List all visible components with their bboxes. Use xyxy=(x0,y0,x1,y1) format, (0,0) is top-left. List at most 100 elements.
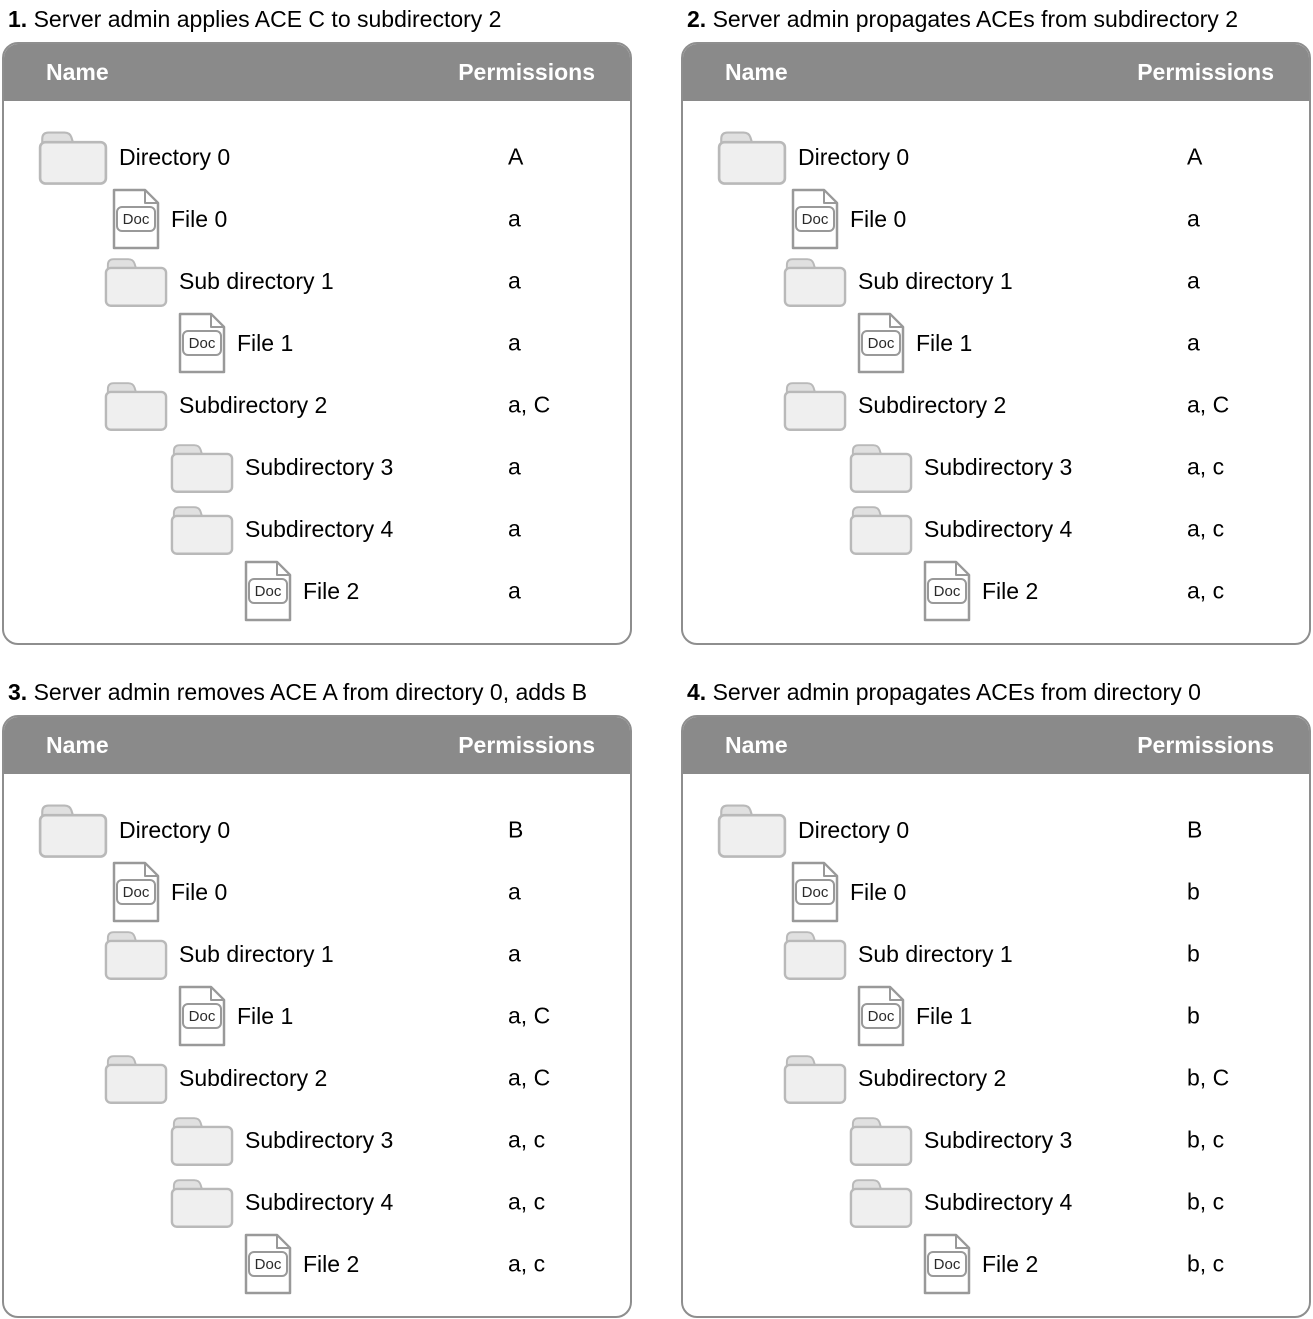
item-name: Sub directory 1 xyxy=(858,940,1013,967)
column-header-name: Name xyxy=(725,732,788,758)
table-row: Doc Subdirectory 3 a xyxy=(4,436,630,498)
document-icon: Doc xyxy=(178,312,226,374)
item-name: File 1 xyxy=(916,1002,973,1029)
document-icon: Doc xyxy=(178,985,226,1047)
folder-icon xyxy=(717,801,787,859)
table-row: Doc File 1 b xyxy=(683,985,1309,1047)
table-row: Doc Directory 0 A xyxy=(4,126,630,188)
folder-icon xyxy=(849,1176,913,1229)
item-permissions: a xyxy=(508,940,521,967)
folder-icon xyxy=(104,379,168,432)
item-name: File 0 xyxy=(171,878,228,905)
table-row: Doc Directory 0 B xyxy=(683,799,1309,861)
document-icon: Doc xyxy=(857,312,905,374)
table-header: Name Permissions xyxy=(4,44,630,101)
doc-icon-label: Doc xyxy=(123,884,150,901)
item-permissions: a xyxy=(508,577,521,604)
panel: 2. Server admin propagates ACEs from sub… xyxy=(681,5,1311,645)
table-body: Doc Directory 0 B Doc File 0 b xyxy=(683,774,1309,1295)
folder-icon xyxy=(104,255,168,308)
panel: 4. Server admin propagates ACEs from dir… xyxy=(681,678,1311,1318)
table-row: Doc Sub directory 1 b xyxy=(683,923,1309,985)
table-row: Doc File 2 a xyxy=(4,560,630,622)
doc-icon-label: Doc xyxy=(123,211,150,228)
item-permissions: A xyxy=(1187,143,1203,170)
item-name: Subdirectory 4 xyxy=(245,1188,394,1215)
column-header-permissions: Permissions xyxy=(1137,59,1274,85)
folder-icon xyxy=(717,128,787,186)
item-permissions: a, C xyxy=(508,391,551,418)
table-row: Doc File 2 b, c xyxy=(683,1233,1309,1295)
doc-icon-label: Doc xyxy=(189,335,216,352)
panel-title: 2. Server admin propagates ACEs from sub… xyxy=(687,5,1311,33)
item-permissions: a, c xyxy=(1187,515,1225,542)
column-header-name: Name xyxy=(725,59,788,85)
item-name: File 2 xyxy=(303,577,360,604)
table-row: Doc Directory 0 B xyxy=(4,799,630,861)
item-name: Sub directory 1 xyxy=(179,267,334,294)
item-name: File 1 xyxy=(237,1002,294,1029)
table-row: Doc File 1 a xyxy=(683,312,1309,374)
panel-title: 3. Server admin removes ACE A from direc… xyxy=(8,678,632,706)
document-icon: Doc xyxy=(791,861,839,923)
item-permissions: a xyxy=(508,205,521,232)
folder-icon xyxy=(783,255,847,308)
column-header-name: Name xyxy=(46,732,109,758)
table-row: Doc File 1 a xyxy=(4,312,630,374)
table-row: Doc Sub directory 1 a xyxy=(4,923,630,985)
item-permissions: a xyxy=(508,515,521,542)
doc-icon-label: Doc xyxy=(868,335,895,352)
item-permissions: b xyxy=(1187,940,1200,967)
folder-icon xyxy=(849,441,913,494)
table-row: Doc File 0 a xyxy=(4,861,630,923)
panel: 1. Server admin applies ACE C to subdire… xyxy=(2,5,632,645)
item-permissions: A xyxy=(508,143,524,170)
item-permissions: a, c xyxy=(1187,453,1225,480)
document-icon: Doc xyxy=(244,560,292,622)
panel-title-text: Server admin removes ACE A from director… xyxy=(27,679,588,705)
panel-title-number: 2. xyxy=(687,6,707,32)
table-row: Doc File 1 a, C xyxy=(4,985,630,1047)
item-permissions: a, c xyxy=(508,1250,546,1277)
document-icon: Doc xyxy=(112,188,160,250)
folder-icon xyxy=(849,1114,913,1167)
panel-title: 1. Server admin applies ACE C to subdire… xyxy=(8,5,632,33)
item-name: Subdirectory 3 xyxy=(924,453,1073,480)
table-row: Doc Subdirectory 3 b, c xyxy=(683,1109,1309,1171)
table-row: Doc Subdirectory 3 a, c xyxy=(4,1109,630,1171)
table-row: Doc Subdirectory 3 a, c xyxy=(683,436,1309,498)
item-permissions: a, c xyxy=(1187,577,1225,604)
item-permissions: a, C xyxy=(1187,391,1230,418)
panel-title: 4. Server admin propagates ACEs from dir… xyxy=(687,678,1311,706)
item-name: File 2 xyxy=(982,1250,1039,1277)
table-row: Doc Sub directory 1 a xyxy=(4,250,630,312)
column-header-permissions: Permissions xyxy=(1137,732,1274,758)
doc-icon-label: Doc xyxy=(934,1256,961,1273)
item-name: Directory 0 xyxy=(119,816,231,843)
doc-icon-label: Doc xyxy=(255,1256,282,1273)
item-permissions: b, c xyxy=(1187,1126,1225,1153)
item-name: Subdirectory 2 xyxy=(858,1064,1007,1091)
file-listing-panel: Name Permissions Doc Directory 0 B xyxy=(2,715,632,1318)
folder-icon xyxy=(783,1052,847,1105)
item-permissions: b xyxy=(1187,878,1200,905)
item-name: File 2 xyxy=(303,1250,360,1277)
panel-title-text: Server admin propagates ACEs from subdir… xyxy=(706,6,1238,32)
document-icon: Doc xyxy=(923,560,971,622)
item-permissions: a, c xyxy=(508,1126,546,1153)
folder-icon xyxy=(38,801,108,859)
item-permissions: b, c xyxy=(1187,1250,1225,1277)
column-header-name: Name xyxy=(46,59,109,85)
table-row: Doc File 2 a, c xyxy=(4,1233,630,1295)
doc-icon-label: Doc xyxy=(802,884,829,901)
panel-title-text: Server admin propagates ACEs from direct… xyxy=(706,679,1201,705)
item-name: Directory 0 xyxy=(798,143,910,170)
document-icon: Doc xyxy=(791,188,839,250)
document-icon: Doc xyxy=(244,1233,292,1295)
table-row: Doc Subdirectory 2 a, C xyxy=(4,1047,630,1109)
item-name: File 1 xyxy=(916,329,973,356)
table-row: Doc File 0 a xyxy=(683,188,1309,250)
doc-icon-label: Doc xyxy=(868,1008,895,1025)
item-permissions: b, c xyxy=(1187,1188,1225,1215)
